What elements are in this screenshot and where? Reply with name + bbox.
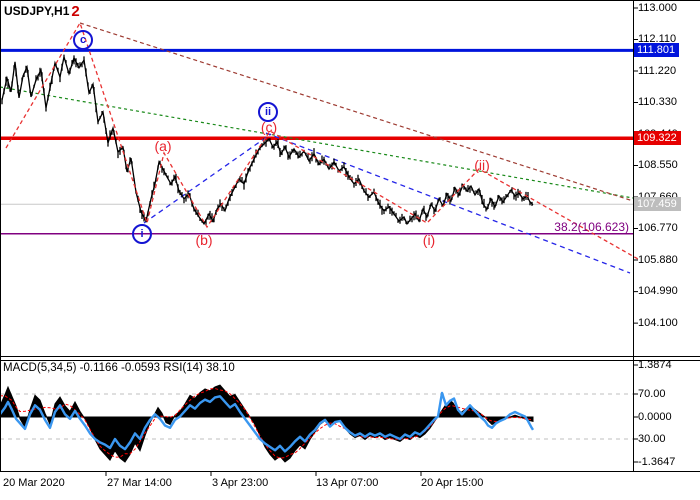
price-axis-tick[interactable]: 104.990 [638, 285, 678, 298]
indicator-axis-tick[interactable]: 30.00 [638, 432, 666, 445]
brown-trendline[interactable] [79, 22, 634, 202]
time-axis-label[interactable]: 20 Apr 15:00 [421, 477, 484, 489]
macd-signal-line [0, 387, 534, 459]
wave-label-circled[interactable]: ii [258, 102, 278, 122]
time-axis-label[interactable]: 13 Apr 07:00 [316, 477, 379, 489]
wave-label[interactable]: (c) [260, 119, 278, 135]
price-axis-tick[interactable]: 106.770 [638, 222, 678, 235]
green-trendline[interactable] [0, 86, 634, 199]
indicator-values-label: MACD(5,34,5) -0.1166 -0.0593 RSI(14) 38.… [3, 362, 235, 374]
time-axis-label[interactable]: 27 Mar 14:00 [107, 477, 172, 489]
indicator-axis-tick[interactable]: 70.00 [638, 387, 666, 400]
price-axis-tick[interactable]: 105.880 [638, 253, 678, 266]
wave-label[interactable]: (ii) [474, 157, 490, 173]
price-axis-tick[interactable]: 111.220 [638, 64, 677, 77]
wave-label[interactable]: (i) [422, 232, 436, 248]
blue-rising-trendline[interactable] [143, 133, 272, 224]
wave-label[interactable]: (b) [195, 232, 213, 248]
indicator-axis-tick[interactable]: -1.3647 [638, 455, 676, 468]
time-axis-label[interactable]: 3 Apr 23:00 [212, 477, 269, 489]
price-tag: 111.801 [634, 43, 680, 58]
indicator-axis-tick[interactable]: 1.3874 [638, 358, 672, 371]
price-axis-tick[interactable]: 108.550 [638, 159, 678, 172]
fib-retracement-label[interactable]: 38.2(106.623) [554, 220, 629, 234]
wave-degree-label: 2 [71, 3, 80, 20]
macd-histogram [0, 384, 534, 463]
price-tag: 107.459 [634, 197, 681, 212]
price-axis-tick[interactable]: 104.100 [638, 316, 678, 329]
price-axis-tick[interactable]: 110.330 [638, 96, 677, 109]
wave-label-circled[interactable]: c [73, 30, 93, 50]
blue-falling-trendline[interactable] [265, 132, 631, 274]
time-axis-label[interactable]: 20 Mar 2020 [3, 477, 65, 489]
wave-label[interactable]: (a) [154, 138, 172, 154]
symbol-text: USDJPY,H1 [4, 4, 70, 18]
price-axis-tick[interactable]: 112.110 [638, 33, 677, 45]
rsi-line [0, 391, 535, 453]
indicator-axis-tick[interactable]: 0.0000 [638, 410, 672, 423]
wave-label-circled[interactable]: i [132, 224, 152, 244]
price-axis-tick[interactable]: 113.000 [638, 1, 677, 14]
red-wave-projection[interactable] [5, 21, 639, 260]
symbol-period-label: USDJPY,H1 2 [4, 3, 80, 20]
price-tag: 109.322 [634, 131, 681, 146]
